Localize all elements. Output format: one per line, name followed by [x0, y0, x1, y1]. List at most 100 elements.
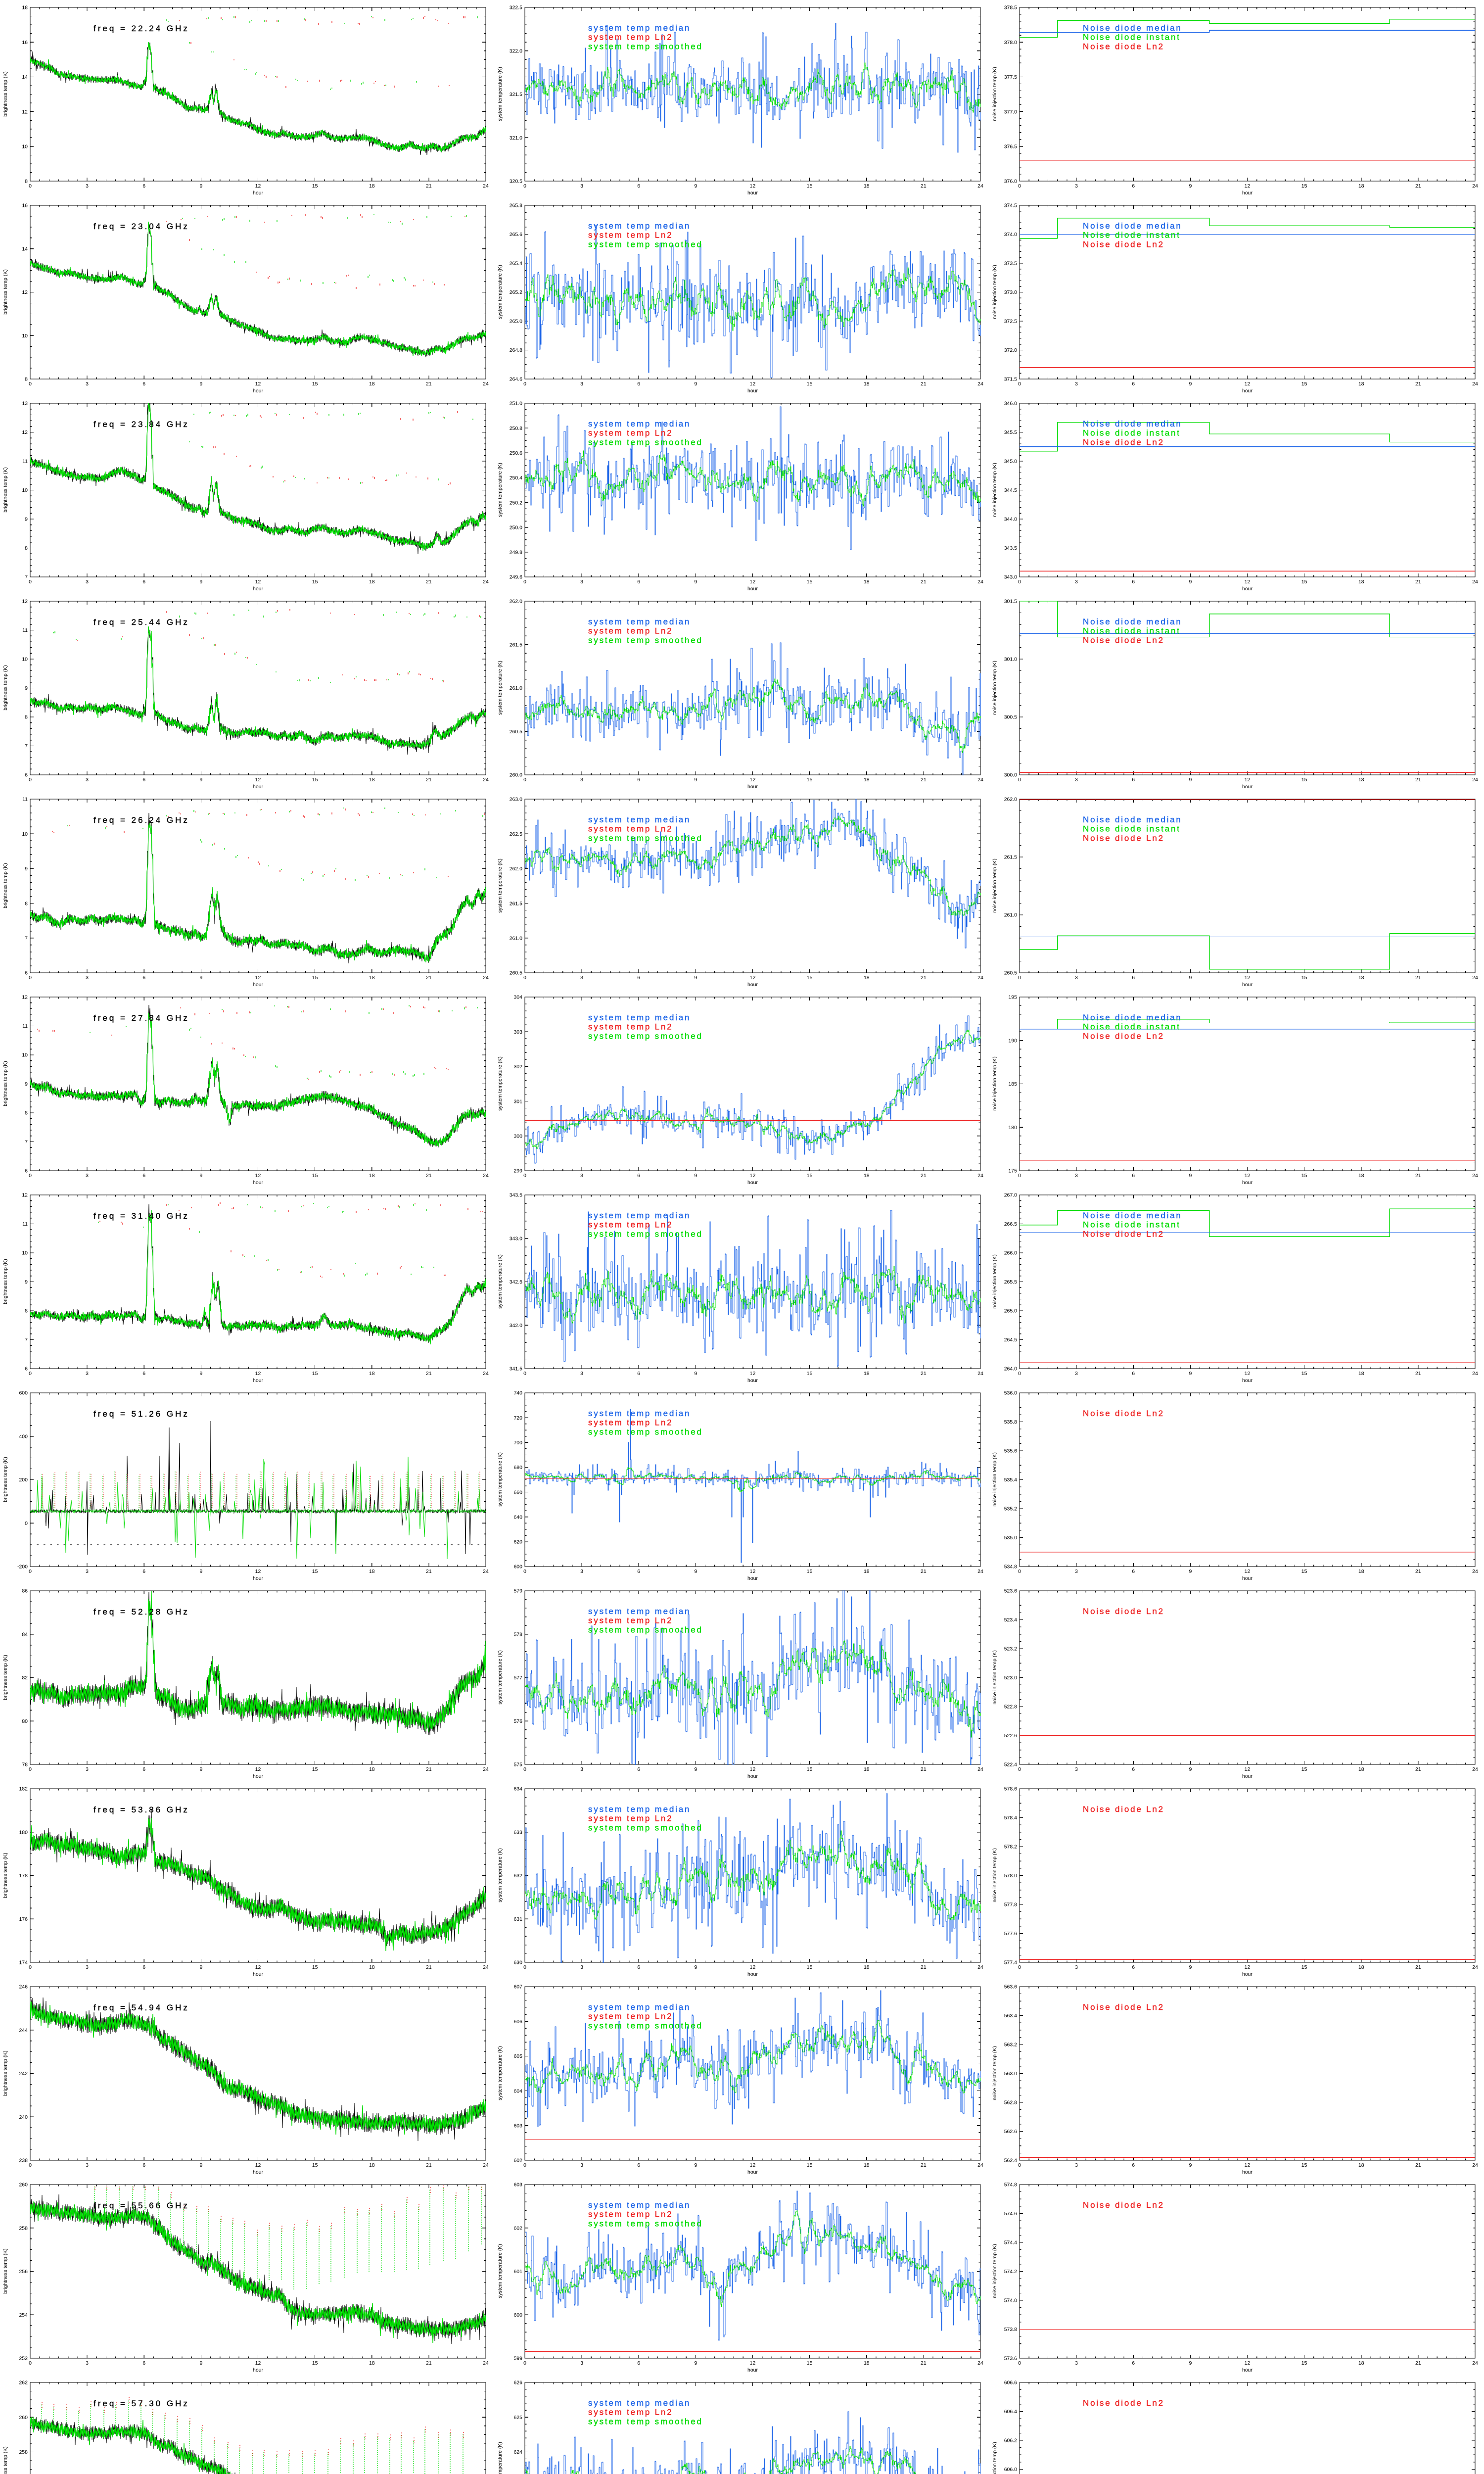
- svg-text:6: 6: [25, 772, 28, 778]
- svg-text:10: 10: [22, 144, 28, 150]
- svg-text:579: 579: [513, 1588, 522, 1594]
- svg-text:18: 18: [22, 5, 28, 11]
- svg-text:system temp Ln2: system temp Ln2: [588, 1022, 673, 1032]
- svg-text:noise injection temp (K): noise injection temp (K): [992, 1650, 998, 1705]
- svg-text:system temp smoothed: system temp smoothed: [588, 239, 703, 249]
- svg-text:562.6: 562.6: [1004, 2129, 1017, 2135]
- svg-text:noise injection temp (K): noise injection temp (K): [992, 1254, 998, 1309]
- svg-text:Noise diode median: Noise diode median: [1083, 23, 1182, 33]
- svg-text:system temp Ln2: system temp Ln2: [588, 1220, 673, 1230]
- svg-text:634: 634: [513, 1786, 522, 1792]
- svg-text:Noise diode median: Noise diode median: [1083, 617, 1182, 626]
- svg-text:9: 9: [25, 685, 28, 691]
- svg-text:noise injection temp (K): noise injection temp (K): [992, 2244, 998, 2298]
- svg-text:system temp Ln2: system temp Ln2: [588, 1616, 673, 1625]
- svg-text:Noise diode median: Noise diode median: [1083, 1211, 1182, 1220]
- svg-text:249.6: 249.6: [510, 574, 522, 580]
- svg-text:freq = 55.66 GHz: freq = 55.66 GHz: [93, 2201, 189, 2210]
- svg-text:freq = 23.84 GHz: freq = 23.84 GHz: [93, 420, 189, 429]
- svg-text:562.8: 562.8: [1004, 2100, 1017, 2106]
- svg-text:8: 8: [25, 1110, 28, 1116]
- svg-text:180: 180: [19, 1830, 28, 1836]
- svg-text:freq = 27.84 GHz: freq = 27.84 GHz: [93, 1013, 189, 1023]
- svg-text:system temp smoothed: system temp smoothed: [588, 2219, 703, 2228]
- svg-text:178: 178: [19, 1873, 28, 1879]
- svg-text:84: 84: [22, 1632, 28, 1638]
- svg-text:10: 10: [22, 333, 28, 339]
- svg-text:195: 195: [1008, 995, 1017, 1000]
- svg-text:630: 630: [513, 1960, 522, 1966]
- svg-text:602: 602: [513, 2158, 522, 2164]
- svg-text:632: 632: [513, 1873, 522, 1879]
- svg-text:522.4: 522.4: [1004, 1762, 1017, 1768]
- svg-text:system temp smoothed: system temp smoothed: [588, 2417, 703, 2426]
- svg-text:574.2: 574.2: [1004, 2269, 1017, 2275]
- svg-text:brightness temp (K): brightness temp (K): [2, 1457, 8, 1502]
- svg-text:Noise diode instant: Noise diode instant: [1083, 1022, 1181, 1032]
- svg-text:9: 9: [25, 517, 28, 523]
- svg-text:11: 11: [22, 797, 28, 803]
- svg-text:system temperature (K): system temperature (K): [497, 1056, 503, 1111]
- svg-text:freq = 22.24 GHz: freq = 22.24 GHz: [93, 24, 189, 33]
- svg-text:321.0: 321.0: [510, 135, 522, 141]
- svg-text:573.6: 573.6: [1004, 2356, 1017, 2362]
- svg-text:system temp smoothed: system temp smoothed: [588, 635, 703, 645]
- svg-text:376.5: 376.5: [1004, 144, 1017, 150]
- svg-text:7: 7: [25, 574, 28, 580]
- svg-text:250.0: 250.0: [510, 524, 522, 530]
- svg-text:6: 6: [25, 1168, 28, 1174]
- svg-text:574.6: 574.6: [1004, 2211, 1017, 2217]
- svg-text:10: 10: [22, 1250, 28, 1256]
- svg-text:265.0: 265.0: [1004, 1308, 1017, 1314]
- svg-text:system temp Ln2: system temp Ln2: [588, 1814, 673, 1823]
- svg-text:system temp median: system temp median: [588, 2398, 691, 2408]
- svg-text:system temp smoothed: system temp smoothed: [588, 833, 703, 843]
- svg-text:246: 246: [19, 1984, 28, 1990]
- svg-text:523.2: 523.2: [1004, 1646, 1017, 1652]
- svg-text:372.0: 372.0: [1004, 347, 1017, 353]
- svg-text:noise injection temp (K): noise injection temp (K): [992, 661, 998, 715]
- svg-text:12: 12: [22, 1192, 28, 1198]
- svg-text:system temperature (K): system temperature (K): [497, 2244, 503, 2298]
- svg-text:605: 605: [513, 2053, 522, 2059]
- svg-text:320.5: 320.5: [510, 179, 522, 185]
- svg-text:system temp median: system temp median: [588, 419, 691, 428]
- svg-text:Noise diode Ln2: Noise diode Ln2: [1083, 2398, 1164, 2408]
- svg-text:noise injection temp (K): noise injection temp (K): [992, 858, 998, 913]
- svg-text:300: 300: [513, 1134, 522, 1140]
- svg-text:522.6: 522.6: [1004, 1733, 1017, 1739]
- svg-text:12: 12: [22, 289, 28, 295]
- svg-text:180: 180: [1008, 1125, 1017, 1131]
- svg-text:262.0: 262.0: [510, 599, 522, 605]
- svg-text:600: 600: [513, 1564, 522, 1570]
- svg-text:Noise diode Ln2: Noise diode Ln2: [1083, 2002, 1164, 2012]
- svg-text:606.0: 606.0: [1004, 2467, 1017, 2473]
- svg-text:Noise diode Ln2: Noise diode Ln2: [1083, 1805, 1164, 1814]
- svg-text:344.5: 344.5: [1004, 487, 1017, 493]
- svg-text:system temp smoothed: system temp smoothed: [588, 1229, 703, 1238]
- svg-text:534.8: 534.8: [1004, 1564, 1017, 1570]
- svg-text:system temperature (K): system temperature (K): [497, 265, 503, 319]
- svg-text:system temp median: system temp median: [588, 2200, 691, 2210]
- svg-text:264.0: 264.0: [1004, 1366, 1017, 1372]
- svg-text:374.5: 374.5: [1004, 203, 1017, 209]
- svg-text:brightness temp (K): brightness temp (K): [2, 1061, 8, 1106]
- svg-text:6: 6: [25, 970, 28, 976]
- svg-text:noise injection temp (K): noise injection temp (K): [992, 1848, 998, 1903]
- svg-text:304: 304: [513, 995, 522, 1000]
- svg-text:264.5: 264.5: [1004, 1337, 1017, 1343]
- svg-text:7: 7: [25, 936, 28, 942]
- svg-text:system temp Ln2: system temp Ln2: [588, 2012, 673, 2021]
- svg-text:302: 302: [513, 1064, 522, 1070]
- svg-text:brightness temp (K): brightness temp (K): [2, 1655, 8, 1700]
- svg-text:9: 9: [25, 1081, 28, 1087]
- svg-text:8: 8: [25, 377, 28, 382]
- svg-text:brightness temp (K): brightness temp (K): [2, 863, 8, 908]
- svg-text:342.0: 342.0: [510, 1323, 522, 1329]
- svg-text:200: 200: [19, 1477, 28, 1483]
- svg-text:374.0: 374.0: [1004, 232, 1017, 238]
- svg-text:250.8: 250.8: [510, 426, 522, 431]
- svg-text:378.0: 378.0: [1004, 40, 1017, 46]
- svg-text:Noise diode median: Noise diode median: [1083, 1013, 1182, 1022]
- svg-text:607: 607: [513, 1984, 522, 1990]
